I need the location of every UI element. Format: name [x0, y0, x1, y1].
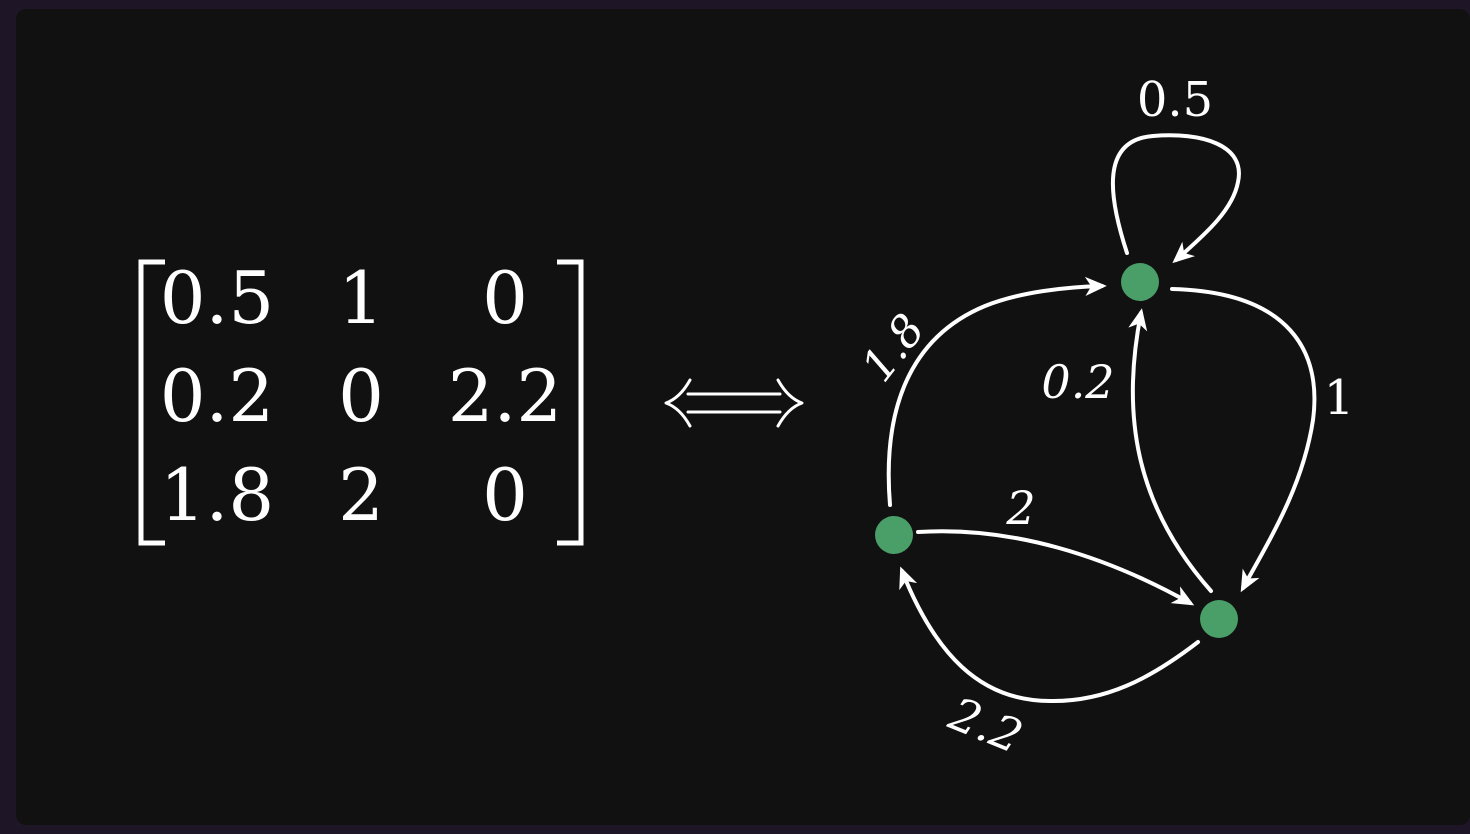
matrix-cell: 0.2 [160, 354, 275, 438]
matrix-cell: 0 [482, 453, 528, 537]
edge-weight-label: 1.8 [852, 305, 935, 392]
matrix-cell: 0.5 [160, 256, 275, 340]
graph-node [875, 516, 913, 554]
edge-bottom-right-to-left [899, 566, 1200, 704]
edge-weight-label: 0.5 [1137, 72, 1213, 128]
canvas-frame [16, 9, 1470, 825]
edge-weight-label: 2 [1005, 481, 1035, 535]
weighted-graph: 0.5 1 0.2 2.2 1.8 2 [852, 72, 1354, 764]
edge-self-loop [1110, 133, 1241, 264]
equivalence-arrow-icon [664, 378, 804, 428]
adjacency-matrix: 0.5 1 0 0.2 0 2.2 1.8 2 0 [138, 256, 584, 546]
matrix-cell: 0 [482, 256, 528, 340]
edge-top-to-bottom-right [1170, 287, 1317, 593]
graph-node [1121, 263, 1159, 301]
matrix-left-bracket [138, 259, 165, 546]
edge-bottom-right-to-top [1128, 308, 1213, 593]
matrix-cell: 1.8 [160, 453, 275, 537]
matrix-cell: 0 [338, 354, 384, 438]
matrix-right-bracket [557, 259, 584, 546]
graph-node [1200, 600, 1238, 638]
edge-left-to-bottom-right [916, 529, 1195, 606]
matrix-cell: 1 [338, 256, 384, 340]
matrix-cell: 2 [338, 453, 384, 537]
edge-left-to-top [886, 276, 1107, 507]
edge-weight-label: 1 [1324, 370, 1355, 426]
matrix-cell: 2.2 [448, 354, 563, 438]
edge-weight-label: 0.2 [1041, 355, 1114, 409]
